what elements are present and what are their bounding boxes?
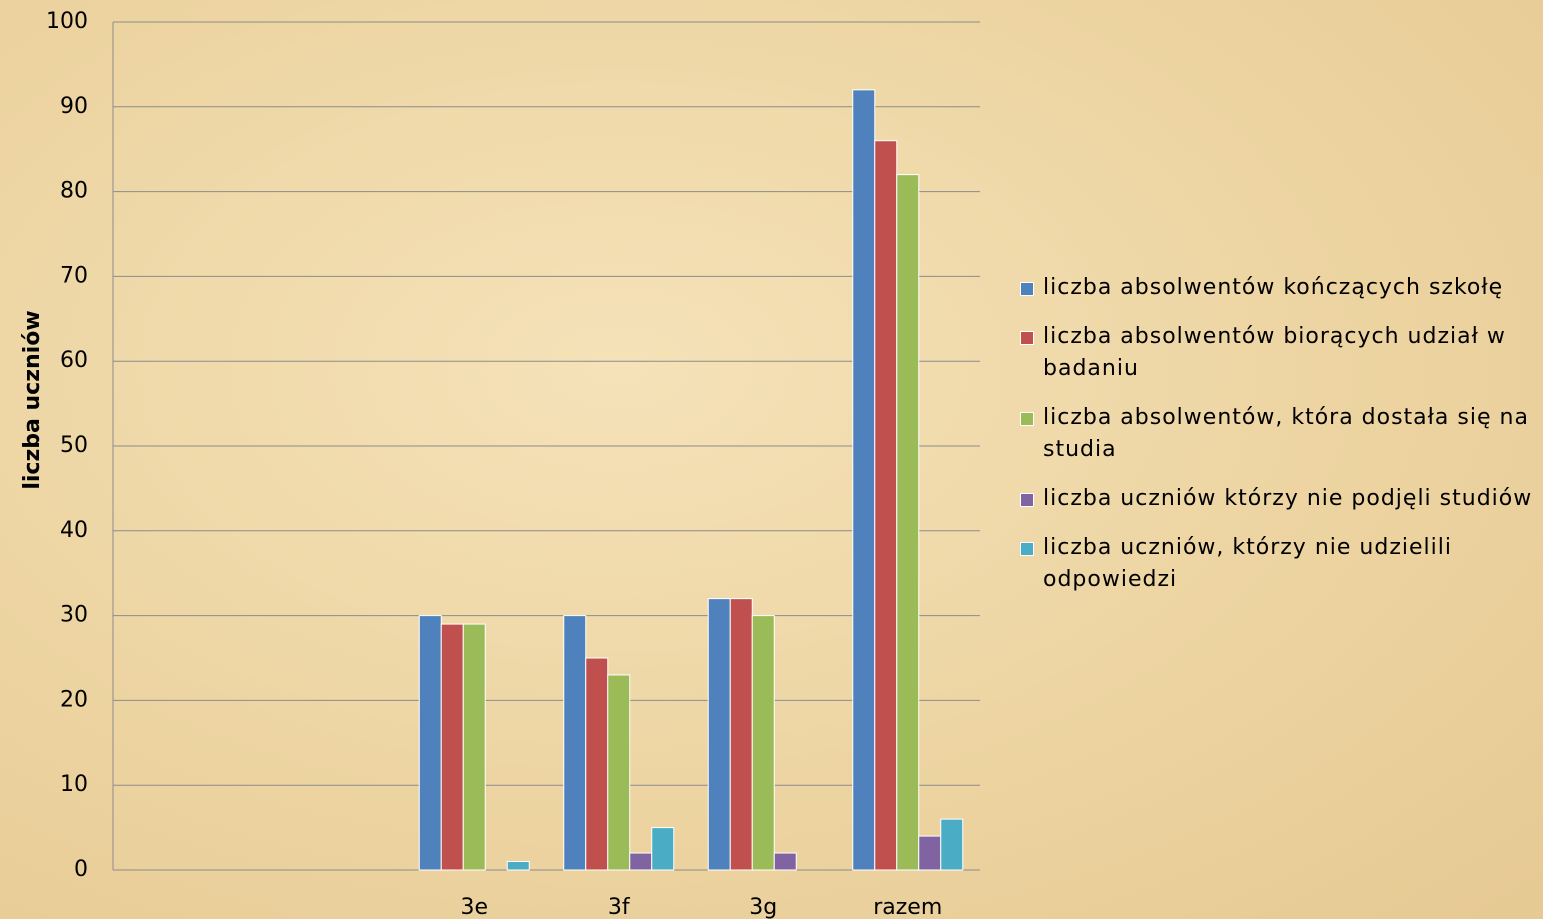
legend-item: liczba absolwentów, która dostała się na… bbox=[1020, 402, 1535, 466]
legend-item: liczba absolwentów biorących udział w ba… bbox=[1020, 321, 1535, 385]
y-tick-label: 70 bbox=[60, 263, 88, 288]
y-tick-label: 50 bbox=[60, 433, 88, 458]
legend-item: liczba absolwentów kończących szkołę bbox=[1020, 272, 1535, 304]
x-tick-label: 3g bbox=[749, 895, 777, 919]
legend-label: liczba absolwentów kończących szkołę bbox=[1043, 275, 1504, 300]
bar bbox=[585, 657, 609, 871]
bar bbox=[896, 174, 920, 871]
bar bbox=[773, 852, 797, 871]
y-tick-label: 0 bbox=[74, 857, 88, 882]
legend-swatch bbox=[1020, 412, 1034, 426]
y-axis-label: liczba uczniów bbox=[20, 310, 45, 489]
y-tick-label: 20 bbox=[60, 687, 88, 712]
x-tick-label: 3f bbox=[608, 895, 631, 919]
legend-swatch bbox=[1020, 331, 1034, 345]
bar bbox=[563, 615, 587, 871]
y-tick-label: 40 bbox=[60, 518, 88, 543]
y-tick-label: 100 bbox=[46, 9, 88, 34]
legend-item: liczba uczniów, którzy nie udzielili odp… bbox=[1020, 532, 1535, 596]
bar bbox=[462, 623, 486, 871]
legend-label: liczba uczniów którzy nie podjęli studió… bbox=[1043, 486, 1533, 511]
bar bbox=[729, 598, 753, 871]
y-tick-label: 60 bbox=[60, 348, 88, 373]
legend-label: liczba absolwentów biorących udział w ba… bbox=[1043, 324, 1506, 381]
bar bbox=[874, 140, 898, 871]
legend-item: liczba uczniów którzy nie podjęli studió… bbox=[1020, 483, 1535, 515]
legend-label: liczba absolwentów, która dostała się na… bbox=[1043, 405, 1529, 462]
bar bbox=[629, 852, 653, 871]
bar bbox=[707, 598, 731, 871]
legend-swatch bbox=[1020, 542, 1034, 556]
bar bbox=[440, 623, 464, 871]
bar bbox=[852, 89, 876, 871]
y-tick-label: 30 bbox=[60, 603, 88, 628]
legend-swatch bbox=[1020, 282, 1034, 296]
x-tick-label: razem bbox=[873, 895, 942, 919]
x-tick-label: 3e bbox=[460, 895, 488, 919]
bar bbox=[506, 861, 530, 871]
bar bbox=[418, 615, 442, 871]
bar bbox=[918, 835, 942, 871]
legend-label: liczba uczniów, którzy nie udzielili odp… bbox=[1043, 535, 1452, 592]
y-tick-label: 80 bbox=[60, 179, 88, 204]
bar bbox=[607, 674, 631, 871]
bar bbox=[751, 615, 775, 871]
legend: liczba absolwentów kończących szkołę licz… bbox=[1020, 272, 1535, 613]
legend-swatch bbox=[1020, 493, 1034, 507]
y-tick-label: 10 bbox=[60, 772, 88, 797]
bar bbox=[940, 818, 964, 871]
bar bbox=[651, 827, 675, 871]
y-tick-label: 90 bbox=[60, 94, 88, 119]
